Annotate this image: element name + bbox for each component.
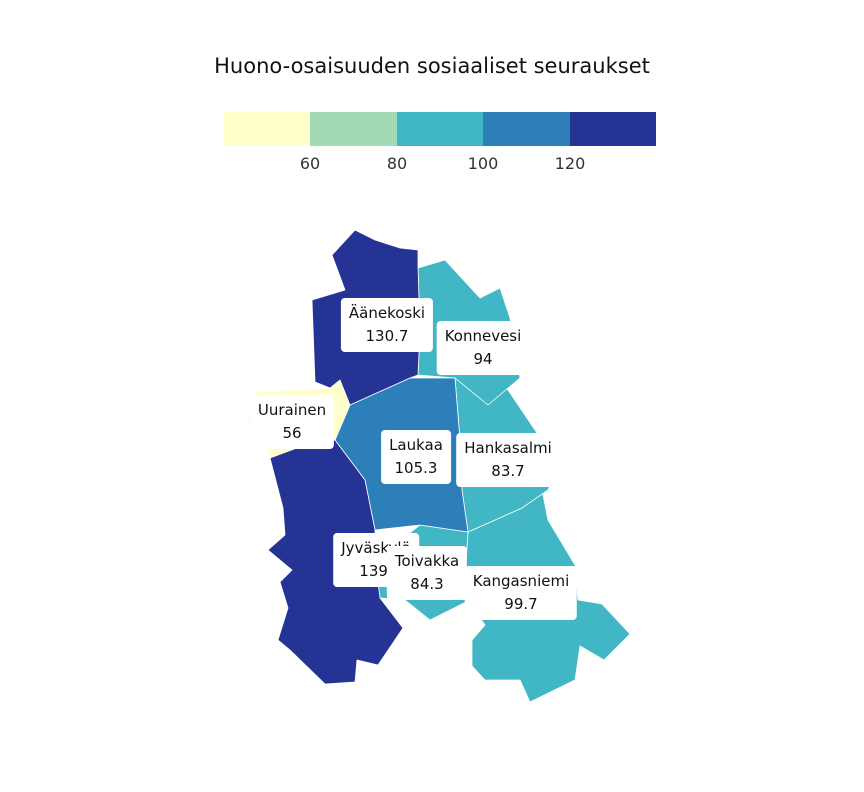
region-label: Äänekoski 130.7 (340, 298, 434, 352)
region-label: Kangasniemi 99.7 (464, 566, 578, 620)
region-label-value: 105.3 (394, 459, 438, 477)
region-label-value: 139. (359, 562, 393, 580)
legend-bin (396, 112, 484, 146)
region-label-value: 130.7 (365, 327, 409, 345)
region-label: Konnevesi 94 (436, 321, 530, 375)
region-label-name: Toivakka (394, 552, 460, 570)
region-label-value: 94 (473, 350, 493, 368)
legend-bin (569, 112, 657, 146)
map-title: Huono-osaisuuden sosiaaliset seuraukset (214, 54, 650, 78)
legend-tick-label: 120 (554, 154, 586, 173)
region-label-value: 99.7 (504, 595, 538, 613)
legend-ticks: 60 80 100 120 (224, 154, 656, 176)
region-label-name: Äänekoski (348, 304, 426, 322)
region-label: Toivakka 84.3 (386, 546, 468, 600)
region-label-value: 83.7 (491, 462, 525, 480)
region-label: Laukaa 105.3 (381, 430, 451, 484)
region-label-name: Laukaa (389, 436, 443, 454)
legend-tick-label: 100 (467, 154, 499, 173)
legend-tick-label: 60 (299, 154, 321, 173)
legend-tick-label: 80 (386, 154, 408, 173)
region-label-name: Kangasniemi (472, 572, 570, 590)
region-label-value: 56 (282, 424, 302, 442)
legend-bin (224, 112, 311, 146)
color-legend (224, 112, 657, 146)
legend-bin (310, 112, 397, 146)
region-label-name: Konnevesi (444, 327, 522, 345)
legend-bin (483, 112, 570, 146)
region-label-name: Uurainen (257, 401, 327, 419)
region-label: Hankasalmi 83.7 (456, 433, 560, 487)
region-label: Uurainen 56 (249, 395, 335, 449)
region-label-value: 84.3 (410, 575, 444, 593)
region-label-name: Hankasalmi (464, 439, 552, 457)
